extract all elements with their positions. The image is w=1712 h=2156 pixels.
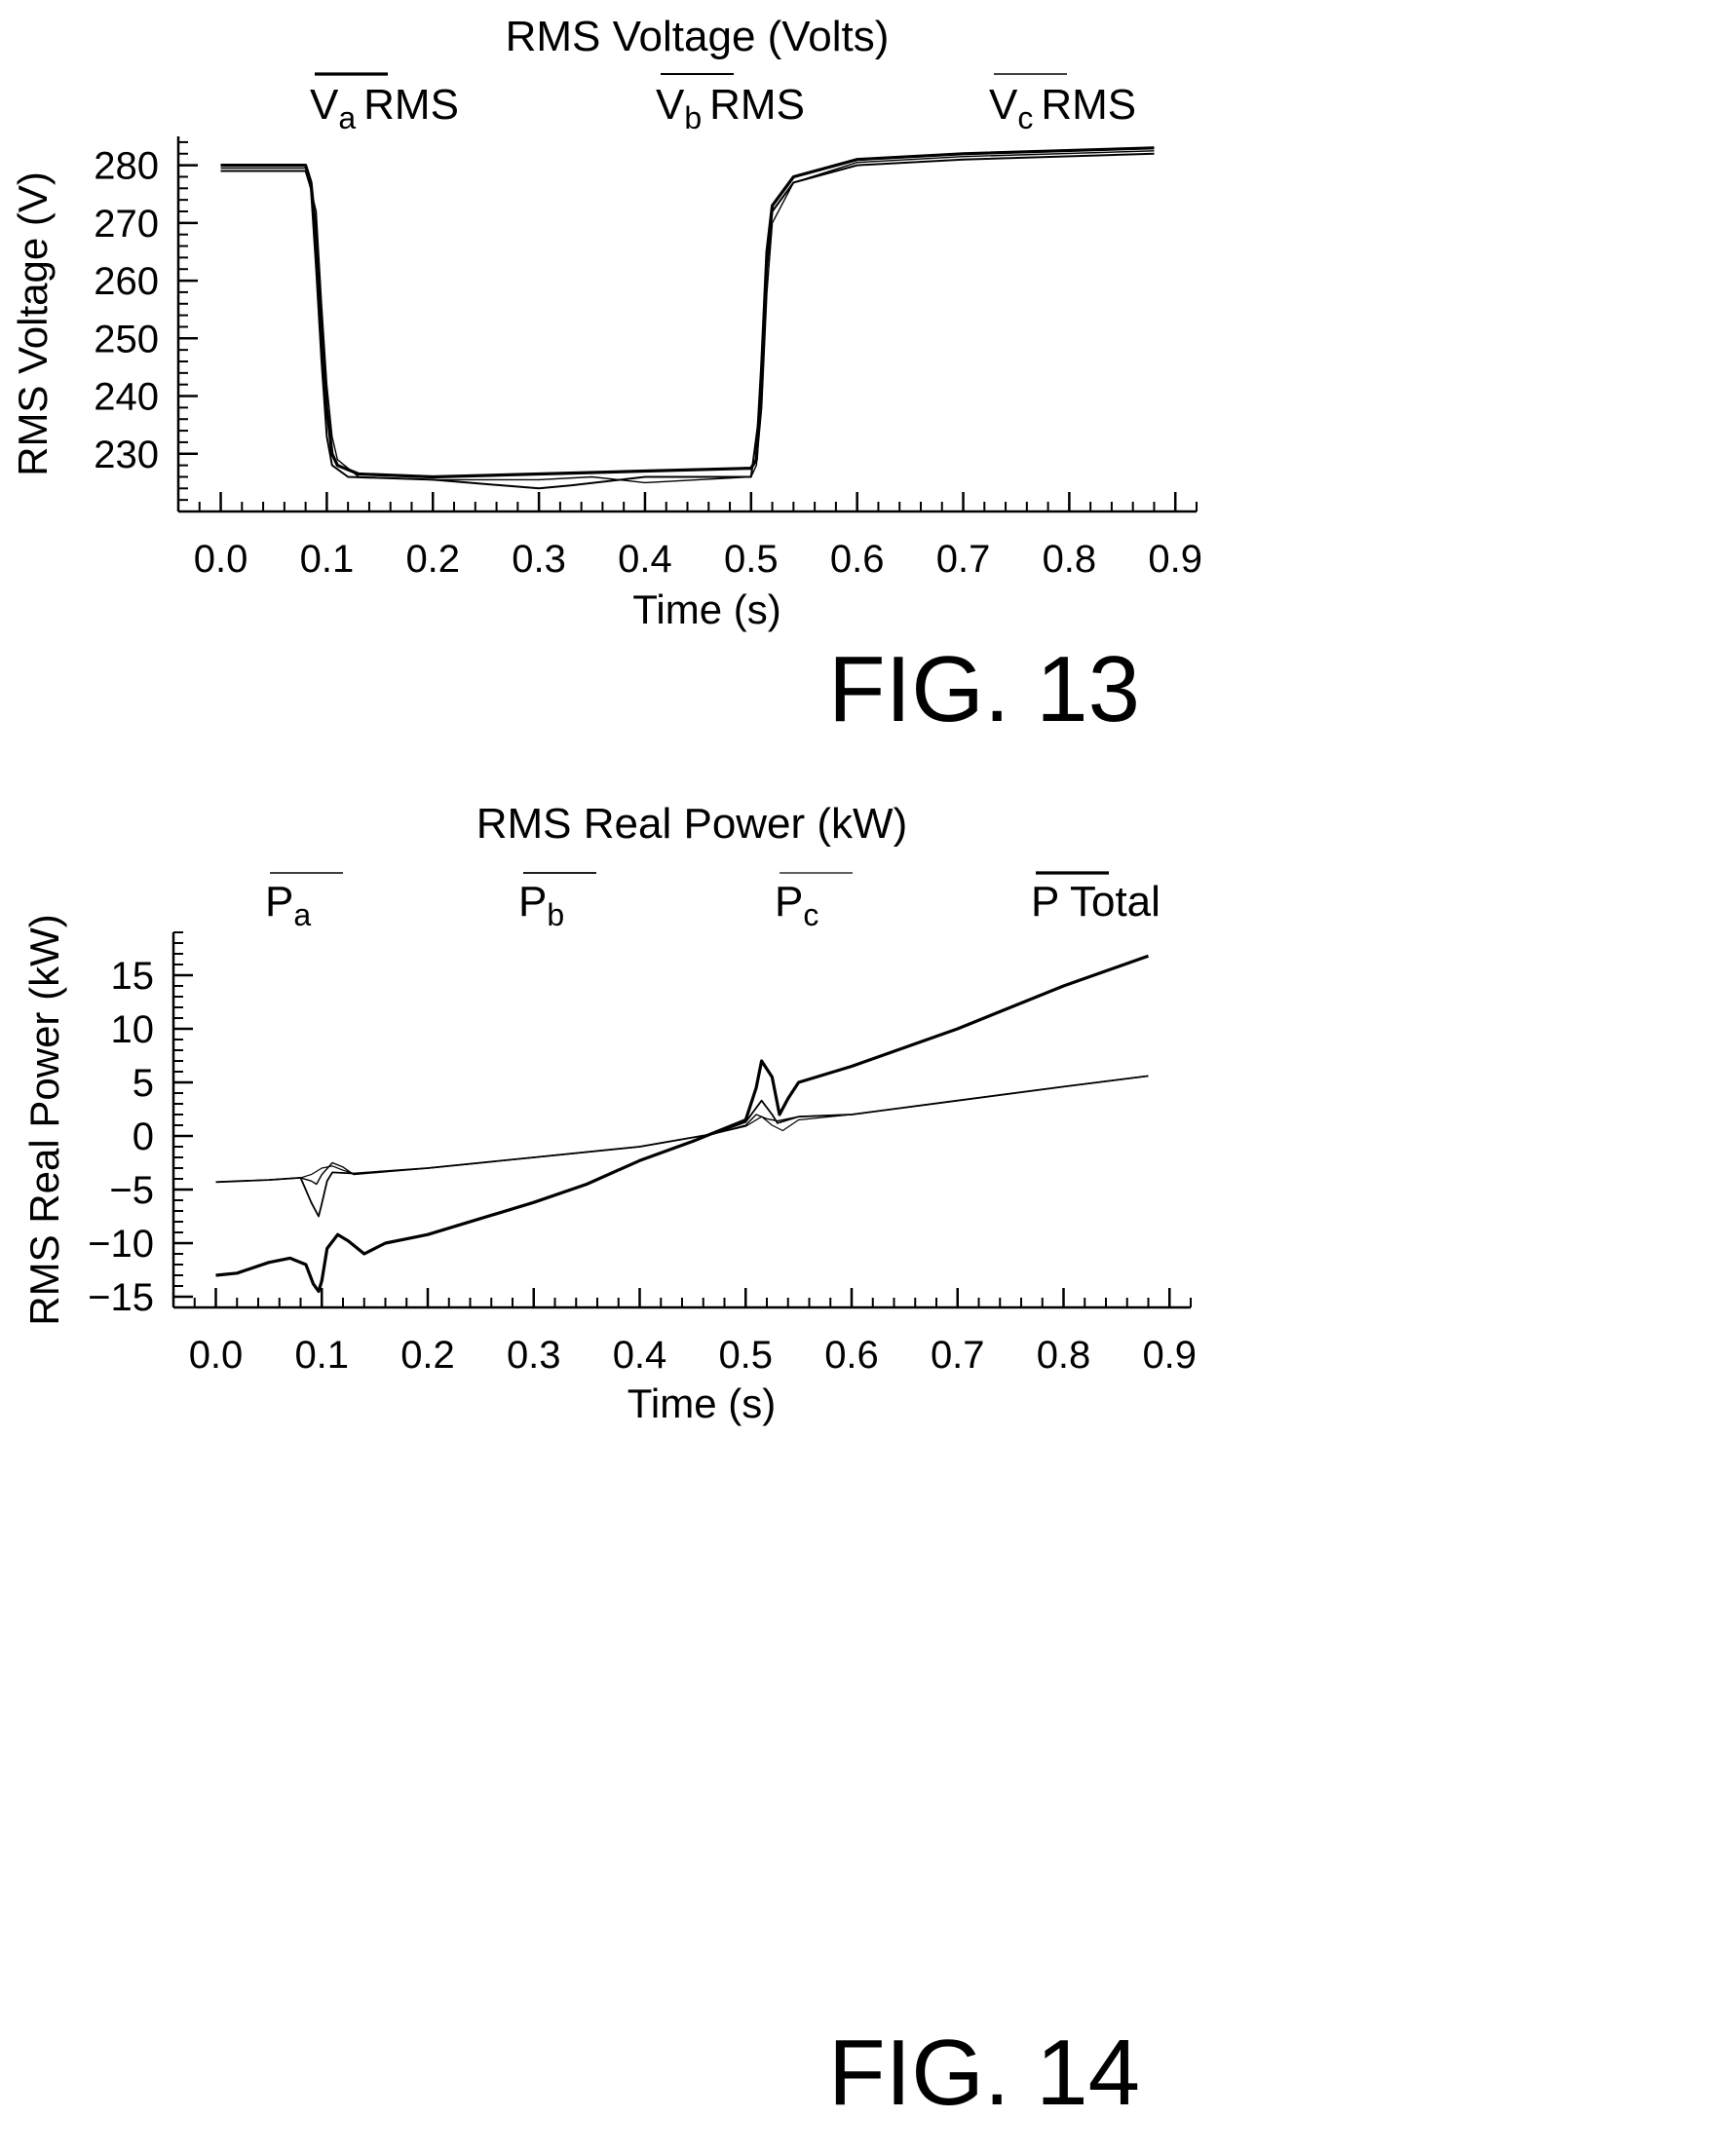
series-line-pc <box>215 1075 1149 1183</box>
legend-label-sub: a <box>338 100 356 135</box>
x-tick-label: 0.2 <box>400 1334 455 1377</box>
x-tick-label: 0.3 <box>507 1334 561 1377</box>
legend-entry: Vb RMS <box>656 73 805 135</box>
legend-label-main: P Total <box>1031 878 1160 926</box>
x-tick-label: 0.5 <box>718 1334 773 1377</box>
x-tick-label: 0.6 <box>824 1334 879 1377</box>
y-tick-label: 280 <box>94 145 159 188</box>
y-tick-label: 0 <box>133 1116 154 1158</box>
x-axis-label: Time (s) <box>628 1381 776 1426</box>
y-tick-label: 10 <box>111 1008 155 1051</box>
y-tick-label: 230 <box>94 434 159 476</box>
legend-label-suffix: RMS <box>709 81 805 129</box>
y-tick-label: 270 <box>94 203 159 246</box>
y-axis-label: RMS Real Power (kW) <box>21 914 67 1325</box>
y-tick-label: 260 <box>94 260 159 303</box>
x-tick-label: 0.9 <box>1142 1334 1197 1377</box>
y-axis-label: RMS Voltage (V) <box>10 171 56 476</box>
chart-title: RMS Voltage (Volts) <box>506 13 890 60</box>
x-tick-label: 0.7 <box>936 538 991 581</box>
y-tick-label: 240 <box>94 376 159 419</box>
legend-label-main: V <box>310 81 339 129</box>
x-tick-label: 0.9 <box>1148 538 1202 581</box>
x-tick-label: 0.4 <box>613 1334 667 1377</box>
legend-label-sub: b <box>547 897 564 932</box>
legend-entry: Vc RMS <box>989 73 1136 135</box>
legend-label: Vb RMS <box>656 81 805 135</box>
x-tick-label: 0.1 <box>300 538 355 581</box>
y-tick-label: −10 <box>88 1223 154 1266</box>
y-tick-label: −15 <box>88 1276 154 1319</box>
legend-label-main: V <box>656 81 685 129</box>
legend-entry: Pb <box>518 872 596 932</box>
rms-voltage-chart: RMS Voltage (Volts) 0.0 0.1 0.2 0.3 0.4 0.5 0.6… <box>10 13 1202 741</box>
legend-entry: Pc <box>775 872 853 932</box>
y-tick-label: −5 <box>109 1169 154 1212</box>
y-tick-label: 5 <box>133 1062 154 1105</box>
figure-label: FIG. 13 <box>828 637 1140 741</box>
series-line-vb-rms <box>220 152 1155 490</box>
legend-label-main: P <box>518 878 547 926</box>
x-tick-label: 0.0 <box>194 538 248 581</box>
legend-label-main: V <box>989 81 1018 129</box>
legend-entry: P Total <box>1031 871 1160 926</box>
x-tick-label: 0.8 <box>1043 538 1097 581</box>
legend-label: P Total <box>1031 878 1160 926</box>
x-tick-label: 0.8 <box>1037 1334 1091 1377</box>
x-tick-label: 0.4 <box>618 538 672 581</box>
rms-real-power-chart: RMS Real Power (kW) 0.0 0.1 0.2 0.3 0.4 0.5 0.6… <box>21 800 1197 2125</box>
y-tick-label: 250 <box>94 318 159 360</box>
x-tick-label: 0.7 <box>931 1334 985 1377</box>
series-line-pa <box>215 1075 1149 1186</box>
legend-label: Pb <box>518 878 564 932</box>
series-line-vc-rms <box>220 150 1155 484</box>
series-line-va-rms <box>220 146 1155 479</box>
x-tick-label: 0.3 <box>512 538 566 581</box>
legend-label-sub: c <box>803 897 818 932</box>
x-tick-label: 0.6 <box>830 538 885 581</box>
legend-label: Pc <box>775 878 818 932</box>
legend-label: Vc RMS <box>989 81 1136 135</box>
legend-label-sub: a <box>293 897 311 932</box>
legend-label-suffix: RMS <box>363 81 459 129</box>
x-axis-label: Time (s) <box>632 586 780 632</box>
legend-label-sub: c <box>1017 100 1033 135</box>
legend-label-suffix: RMS <box>1041 81 1136 129</box>
series-line-p-total <box>215 954 1150 1294</box>
legend-label: Va RMS <box>310 81 459 135</box>
legend-label: Pa <box>265 878 311 932</box>
legend-label-main: P <box>775 878 803 926</box>
x-tick-label: 0.2 <box>405 538 460 581</box>
x-tick-label: 0.0 <box>189 1334 244 1377</box>
figure-label: FIG. 14 <box>828 2021 1140 2125</box>
legend-label-sub: b <box>684 100 702 135</box>
x-tick-label: 0.5 <box>724 538 779 581</box>
chart-title: RMS Real Power (kW) <box>476 800 908 848</box>
legend-entry: Pa <box>265 872 343 932</box>
legend-label-main: P <box>265 878 293 926</box>
legend-entry: Va RMS <box>310 72 459 135</box>
y-tick-label: 15 <box>111 955 155 998</box>
x-tick-label: 0.1 <box>294 1334 349 1377</box>
